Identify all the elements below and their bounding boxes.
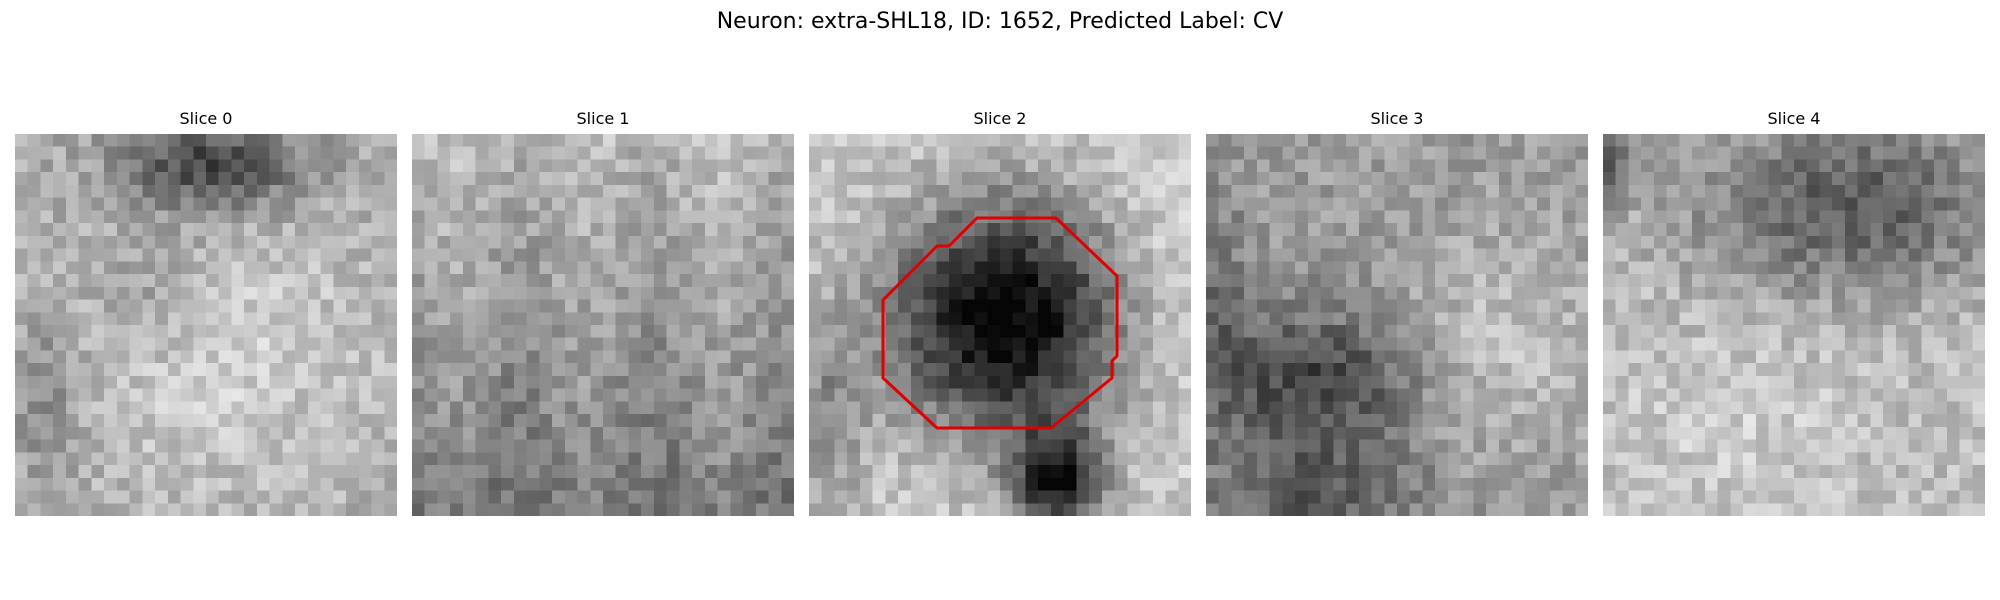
roi-contour-overlay xyxy=(881,216,1119,430)
slice-panel-3: Slice 3 xyxy=(1206,108,1588,516)
slice-image-4 xyxy=(1603,134,1985,516)
slice-panel-0: Slice 0 xyxy=(15,108,397,516)
slice-image-3 xyxy=(1206,134,1588,516)
slice-title-1: Slice 1 xyxy=(576,109,630,128)
slice-image-0 xyxy=(15,134,397,516)
slice-image-2 xyxy=(809,134,1191,516)
slice-panel-1: Slice 1 xyxy=(412,108,794,516)
slice-panel-2: Slice 2 xyxy=(809,108,1191,516)
slice-title-2: Slice 2 xyxy=(973,109,1027,128)
roi-contour xyxy=(881,216,1119,430)
slice-title-3: Slice 3 xyxy=(1370,109,1424,128)
figure-title: Neuron: extra-SHL18, ID: 1652, Predicted… xyxy=(716,9,1284,34)
slice-panel-4: Slice 4 xyxy=(1603,108,1985,516)
slice-image-1 xyxy=(412,134,794,516)
slice-title-0: Slice 0 xyxy=(179,109,233,128)
slice-title-4: Slice 4 xyxy=(1767,109,1821,128)
